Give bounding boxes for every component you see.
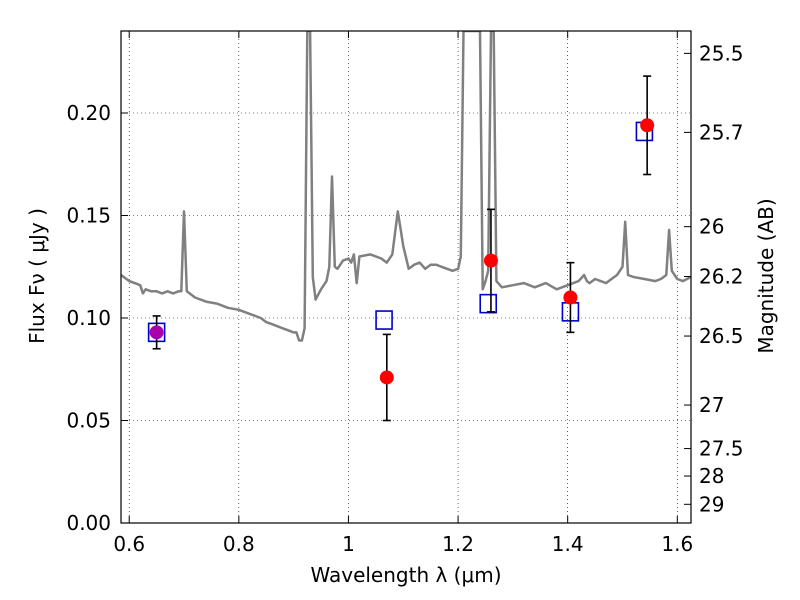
plot-content	[121, 31, 691, 422]
x-tick-label-0: 0.6	[113, 532, 145, 556]
grid	[121, 31, 691, 524]
x-tick-label-4: 1.4	[552, 532, 584, 556]
y2-tick-label-0: 25.5	[699, 41, 744, 65]
y-axis-label: Flux Fν ( μJy )	[25, 208, 49, 344]
y2-tick-label-2: 26	[699, 215, 724, 239]
y2-axis-label: Magnitude (AB)	[754, 198, 778, 353]
model-square-1	[375, 310, 393, 330]
y2-tick-label-5: 27	[699, 393, 724, 417]
y-tick-label-1: 0.05	[66, 409, 111, 433]
y-tick-label-0: 0.00	[66, 511, 111, 535]
y-tick-label-3: 0.15	[66, 204, 111, 228]
x-axis-label: Wavelength λ (μm)	[310, 563, 501, 587]
y2-tick-label-8: 29	[699, 492, 724, 516]
plot-border	[120, 30, 692, 524]
x-ticks: 0.6 0.8 1 1.2 1.4 1.6	[113, 31, 693, 556]
data-point-0	[149, 325, 164, 340]
y2-tick-label-3: 26.2	[699, 265, 744, 289]
data-point-1	[379, 370, 394, 385]
y2-tick-label-6: 27.5	[699, 437, 744, 461]
x-tick-label-5: 1.6	[661, 532, 693, 556]
x-tick-label-1: 0.8	[223, 532, 255, 556]
y2-tick-label-4: 26.5	[699, 324, 744, 348]
model-square-2	[479, 293, 498, 314]
y-tick-label-4: 0.20	[66, 101, 111, 125]
x-tick-label-3: 1.2	[442, 532, 474, 556]
y2-ticks: 25.5 25.7 26 26.2 26.5 27 27.5 28 29	[684, 41, 744, 516]
y2-tick-label-7: 28	[699, 464, 724, 488]
data-point-2	[483, 253, 498, 268]
y2-tick-label-1: 25.7	[699, 120, 744, 144]
x-tick-label-2: 1	[342, 532, 355, 556]
spectrum-line	[121, 31, 691, 342]
y-ticks: 0.00 0.05 0.10 0.15 0.20	[66, 101, 128, 535]
axes-frame	[120, 30, 692, 524]
data-point-4	[640, 118, 655, 133]
y-tick-label-2: 0.10	[66, 306, 111, 330]
data-point-3	[563, 290, 578, 305]
